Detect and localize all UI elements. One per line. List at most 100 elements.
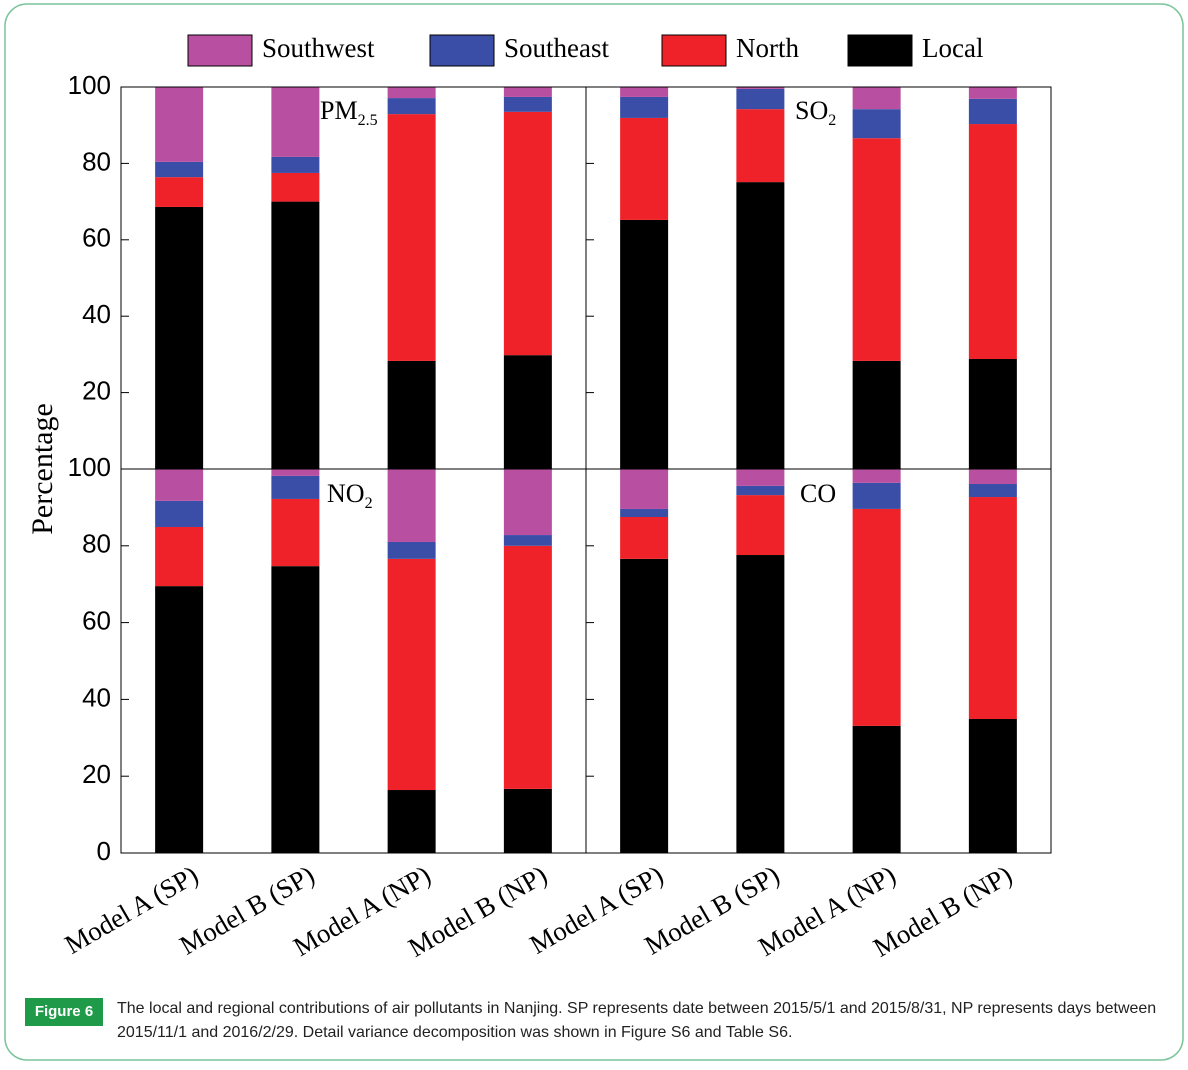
- bar-segment: [271, 87, 320, 157]
- bar-segment: [968, 87, 1017, 99]
- frame: [4, 3, 1184, 1061]
- legend-label: North: [736, 33, 799, 63]
- bar-segment: [271, 566, 320, 853]
- bar-segment: [736, 182, 785, 470]
- y-tick-label: 100: [68, 70, 111, 100]
- legend-label: Local: [922, 33, 983, 63]
- bar-segment: [620, 87, 669, 97]
- bar-segment: [271, 469, 320, 476]
- panel-label: SO2: [795, 96, 836, 129]
- bar-segment: [503, 469, 552, 536]
- bar-segment: [271, 172, 320, 202]
- bar-segment: [852, 725, 901, 853]
- bar-segment: [271, 156, 320, 173]
- y-tick-label: 100: [68, 452, 111, 482]
- bar-segment: [155, 526, 204, 587]
- bar-segment: [387, 541, 436, 559]
- bar-segment: [620, 558, 669, 853]
- y-tick-label: 80: [82, 529, 111, 559]
- bar-segment: [387, 558, 436, 791]
- bar-segment: [387, 790, 436, 853]
- panel-label-main: CO: [800, 479, 836, 508]
- caption-label: Figure 6: [25, 998, 103, 1026]
- bar-segment: [503, 87, 552, 97]
- bar-segment: [736, 109, 785, 183]
- panel-label-sub: 2.5: [358, 112, 378, 129]
- y-tick-label: 60: [82, 223, 111, 253]
- y-axis-label: Percentage: [26, 403, 59, 535]
- bar-segment: [736, 87, 785, 89]
- bar-segment: [736, 469, 785, 486]
- bar-segment: [387, 87, 436, 99]
- bar-segment: [620, 469, 669, 509]
- bar-segment: [968, 718, 1017, 853]
- bar-segment: [968, 469, 1017, 484]
- bar-segment: [620, 219, 669, 469]
- bar-segment: [271, 475, 320, 499]
- panel-label-main: NO: [327, 479, 365, 508]
- panel-label-sub: 2: [828, 112, 836, 129]
- bar-segment: [736, 88, 785, 110]
- bar-segment: [155, 586, 204, 853]
- bar-segment: [968, 98, 1017, 125]
- bar-segment: [387, 360, 436, 469]
- bar-segment: [968, 124, 1017, 359]
- legend-swatch: [661, 34, 727, 67]
- bar-segment: [155, 500, 204, 527]
- y-tick-label: 80: [82, 146, 111, 176]
- panel-label-main: PM: [320, 96, 358, 125]
- bar-segment: [620, 508, 669, 517]
- bar-segment: [620, 517, 669, 559]
- legend-label: Southeast: [504, 33, 609, 63]
- bar-segment: [852, 360, 901, 469]
- bar-segment: [155, 87, 204, 162]
- bar-segment: [503, 535, 552, 546]
- bar-segment: [503, 96, 552, 112]
- bar-segment: [503, 545, 552, 789]
- bar-segment: [503, 355, 552, 469]
- bar-segment: [968, 483, 1017, 498]
- bar-segment: [155, 161, 204, 178]
- bar-segment: [852, 482, 901, 509]
- bar-segment: [620, 117, 669, 220]
- legend-swatch: [847, 34, 913, 67]
- bar-segment: [852, 87, 901, 110]
- panel-label: NO2: [327, 479, 373, 512]
- legend-swatch: [429, 34, 495, 67]
- bar-segment: [155, 469, 204, 501]
- y-tick-label: 20: [82, 759, 111, 789]
- bar-segment: [852, 469, 901, 483]
- panel-label: CO: [800, 479, 836, 508]
- bar-segment: [387, 98, 436, 115]
- y-tick-label: 60: [82, 605, 111, 635]
- caption-text: The local and regional contributions of …: [117, 1000, 1157, 1041]
- y-tick-label: 40: [82, 299, 111, 329]
- bar-segment: [736, 555, 785, 853]
- bar-segment: [736, 495, 785, 556]
- bar-segment: [852, 138, 901, 361]
- y-tick-label: 0: [97, 836, 111, 866]
- bar-segment: [852, 109, 901, 139]
- bar-segment: [852, 508, 901, 726]
- bar-segment: [503, 788, 552, 853]
- bar-segment: [968, 497, 1017, 719]
- y-tick-label: 40: [82, 682, 111, 712]
- legend-label: Southwest: [262, 33, 375, 63]
- panel-label-sub: 2: [365, 495, 373, 512]
- panel-label-main: SO: [795, 96, 828, 125]
- bar-segment: [736, 485, 785, 496]
- bar-segment: [968, 358, 1017, 469]
- y-tick-label: 20: [82, 375, 111, 405]
- bar-segment: [155, 206, 204, 469]
- panel-label: PM2.5: [320, 96, 378, 129]
- bar-segment: [620, 96, 669, 118]
- bar-segment: [503, 111, 552, 356]
- bar-segment: [271, 201, 320, 469]
- legend-swatch: [187, 34, 253, 67]
- bar-segment: [387, 469, 436, 542]
- bar-segment: [271, 498, 320, 567]
- bar-segment: [155, 177, 204, 207]
- bar-segment: [387, 114, 436, 361]
